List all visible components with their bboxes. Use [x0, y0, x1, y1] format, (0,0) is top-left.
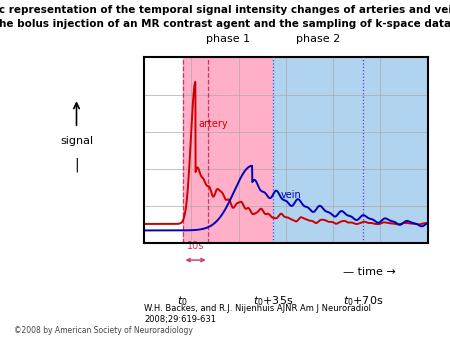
Text: phase 1: phase 1 — [206, 34, 250, 44]
Text: phase 2: phase 2 — [296, 34, 340, 44]
Text: AMERICAN JOURNAL OF NEURORADIOLOGY: AMERICAN JOURNAL OF NEURORADIOLOGY — [277, 320, 382, 325]
Text: $t_0$+70s: $t_0$+70s — [343, 294, 383, 308]
Text: AJNR: AJNR — [300, 297, 359, 315]
Text: the bolus injection of an MR contrast agent and the sampling of k-space data.: the bolus injection of an MR contrast ag… — [0, 19, 450, 29]
Text: $t_0$+35s: $t_0$+35s — [253, 294, 293, 308]
Text: |: | — [74, 158, 79, 172]
Text: $t_0$: $t_0$ — [177, 294, 188, 308]
Bar — [273, 57, 428, 243]
Text: — time →: — time → — [343, 267, 396, 277]
Text: W.H. Backes, and R.J. Nijenhuis AJNR Am J Neuroradiol
2008;29:619-631: W.H. Backes, and R.J. Nijenhuis AJNR Am … — [144, 304, 371, 323]
Text: artery: artery — [198, 119, 228, 129]
Text: vein: vein — [281, 190, 302, 200]
Bar — [183, 57, 273, 243]
Text: signal: signal — [60, 136, 93, 146]
Text: ©2008 by American Society of Neuroradiology: ©2008 by American Society of Neuroradiol… — [14, 325, 193, 335]
Text: Schematic representation of the temporal signal intensity changes of arteries an: Schematic representation of the temporal… — [0, 5, 450, 15]
Text: 10s: 10s — [187, 241, 204, 251]
